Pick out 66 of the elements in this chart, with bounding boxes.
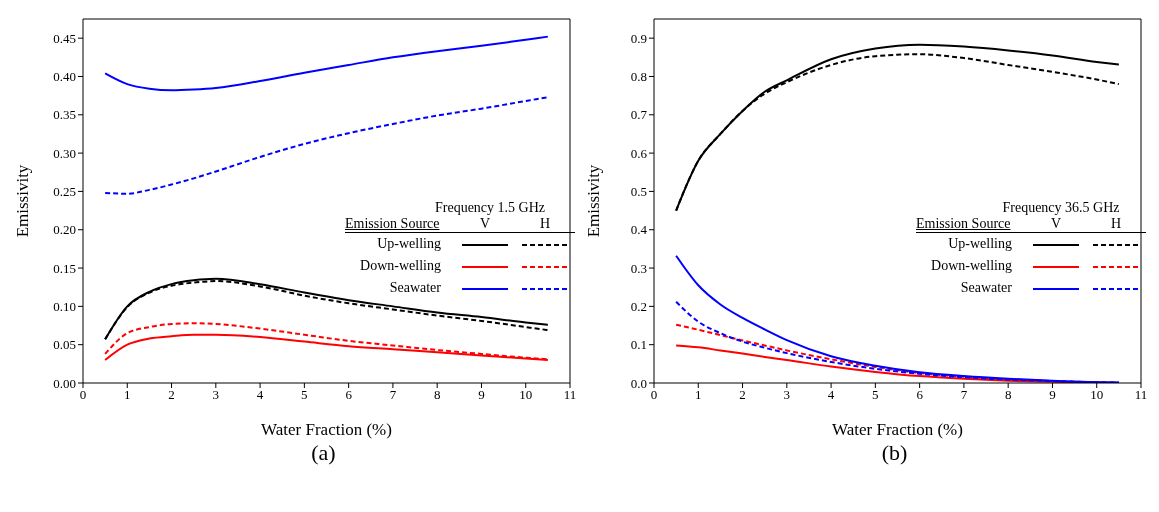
legend-title: Frequency 36.5 GHz [1001, 200, 1121, 217]
x-axis-title: Water Fraction (%) [261, 420, 392, 439]
y-tick-label: 0.0 [630, 375, 647, 391]
y-tick-label: 0.8 [630, 69, 647, 85]
y-tick-label: 0.25 [53, 184, 76, 200]
x-tick-label: 0 [79, 387, 87, 403]
legend-label: Seawater [959, 280, 1013, 297]
annotation: H [1109, 216, 1123, 233]
x-tick-label: 2 [739, 387, 746, 403]
y-tick-label: 0.7 [630, 107, 648, 123]
legend-title: Frequency 1.5 GHz [434, 200, 546, 217]
annotation: Emission Source [916, 216, 1012, 233]
x-tick-label: 9 [478, 387, 485, 403]
x-tick-label: 1 [124, 387, 131, 403]
legend-label: Up-welling [376, 236, 442, 253]
x-tick-label: 11 [1134, 387, 1148, 403]
x-tick-label: 10 [519, 387, 533, 403]
y-tick-label: 0.15 [53, 260, 76, 276]
annotation: Emission Source [345, 216, 441, 233]
x-tick-label: 8 [1004, 387, 1012, 403]
y-tick-label: 0.4 [630, 222, 648, 238]
y-tick-label: 0.30 [53, 145, 76, 161]
x-tick-label: 8 [433, 387, 441, 403]
x-tick-label: 10 [1090, 387, 1104, 403]
x-tick-label: 0 [650, 387, 658, 403]
x-tick-label: 9 [1049, 387, 1056, 403]
annotation: H [538, 216, 552, 233]
y-axis-title: Emissivity [584, 164, 604, 238]
y-tick-label: 0.45 [53, 30, 76, 46]
legend-label: Seawater [388, 280, 442, 297]
x-tick-label: 2 [168, 387, 175, 403]
y-tick-label: 0.2 [630, 298, 647, 314]
x-tick-label: 7 [389, 387, 397, 403]
x-tick-label: 5 [301, 387, 308, 403]
x-tick-label: 1 [695, 387, 702, 403]
y-tick-label: 0.20 [53, 222, 76, 238]
legend-label: Down-welling [359, 258, 442, 275]
x-tick-label: 7 [960, 387, 968, 403]
y-tick-label: 0.3 [630, 260, 647, 276]
x-tick-label: 4 [256, 387, 264, 403]
x-tick-label: 4 [827, 387, 835, 403]
y-tick-label: 0.35 [53, 107, 76, 123]
annotation: V [1049, 216, 1063, 233]
y-tick-label: 0.40 [53, 69, 76, 85]
x-axis-title: Water Fraction (%) [832, 420, 963, 439]
legend-label: Down-welling [930, 258, 1013, 275]
x-tick-label: 3 [212, 387, 220, 403]
line-series [104, 96, 549, 195]
line-series [104, 35, 549, 92]
text: (a) [310, 440, 337, 466]
x-tick-label: 6 [916, 387, 924, 403]
annotation: V [478, 216, 492, 233]
y-tick-label: 0.5 [630, 184, 647, 200]
x-tick-label: 5 [872, 387, 879, 403]
y-tick-label: 0.10 [53, 298, 76, 314]
x-tick-label: 3 [783, 387, 791, 403]
y-axis-title: Emissivity [13, 164, 33, 238]
text: (b) [880, 440, 909, 466]
y-tick-label: 0.1 [630, 337, 647, 353]
y-tick-label: 0.00 [53, 375, 76, 391]
y-tick-label: 0.05 [53, 337, 76, 353]
y-tick-label: 0.6 [630, 145, 648, 161]
legend-label: Up-welling [947, 236, 1013, 253]
y-tick-label: 0.9 [630, 30, 647, 46]
x-tick-label: 11 [563, 387, 577, 403]
x-tick-label: 6 [345, 387, 353, 403]
